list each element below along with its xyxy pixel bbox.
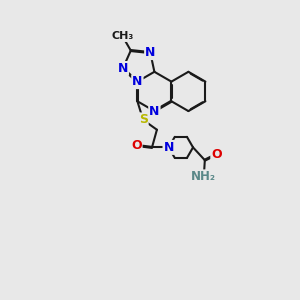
Text: CH₃: CH₃ [111,31,134,41]
Text: S: S [139,113,148,126]
Text: O: O [211,148,222,161]
Text: N: N [118,62,128,75]
Text: N: N [149,105,160,118]
Text: N: N [164,141,174,154]
Text: N: N [132,75,142,88]
Text: NH₂: NH₂ [191,170,216,183]
Text: O: O [131,139,142,152]
Text: N: N [145,46,155,59]
